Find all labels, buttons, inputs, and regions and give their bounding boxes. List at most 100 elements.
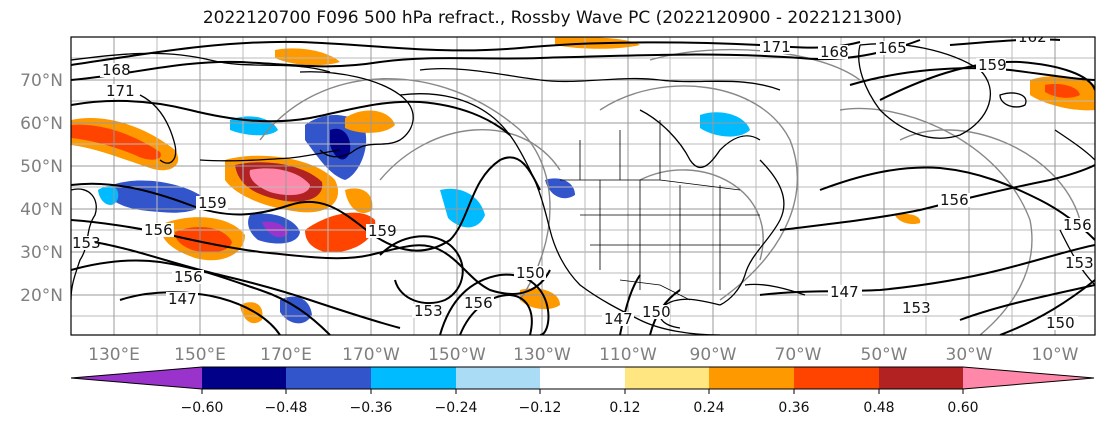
shade-orange-east-pac [345,188,373,214]
contour-label-bg [1016,37,1050,44]
contour-pacific-upper [71,99,511,136]
shade-orange-alaska [345,110,395,133]
contour-label-bg [366,224,396,238]
contour-atlantic-arc [819,166,1095,241]
contour-label-153-west: 153 [72,234,101,252]
contour-147-west [119,291,281,335]
contour-147-mid [619,274,641,335]
contour-label-bg [640,305,670,319]
colorbar-tick-label-neg012: −0.12 [519,400,562,416]
contour-label-bg [1064,256,1094,270]
contour-147-east [759,244,1095,296]
lat-label-50n: 50°N [20,157,63,177]
contour-label-bg [462,296,494,310]
lon-label-110w: 110°W [599,345,657,365]
contour-label-bg [166,292,198,306]
contour-label-bg [100,63,128,77]
contour-label-bg [1062,218,1094,232]
colorbar-segment-2 [286,367,371,389]
coast-cuba [744,283,806,296]
colorbar-tick-label-neg036: −0.36 [350,400,393,416]
ray-arc-3 [599,85,798,301]
shade-orange-mid-atlantic [895,213,921,225]
ray-arc-4 [839,107,1033,335]
lon-label-170e: 170°E [260,345,312,365]
colorbar-tick-label-036: 0.36 [778,400,809,416]
contour-label-162: 162 [1018,28,1047,46]
lon-label-50w: 50°W [861,345,908,365]
coast-hudson [639,109,761,169]
lon-label-130w: 130°W [513,345,571,365]
contour-label-159-east-pac: 159 [368,222,397,240]
colorbar-segment-6 [625,367,709,389]
lon-label-150e: 150°E [174,345,226,365]
colorbar-tick-label-neg024: −0.24 [435,400,478,416]
colorbar-segment-4 [456,367,540,389]
contour-label-156-subtropic: 156 [464,294,493,312]
contour-153 [71,239,401,329]
map-panel: 168 171 168 165 162 159 159 156 153 156 [70,28,1096,336]
map-frame [70,36,1096,336]
lat-label-60n: 60°N [20,114,63,134]
contour-label-156-b: 156 [174,268,203,286]
contour-165 [71,39,921,81]
colorbar-tick-label-012: 0.12 [609,400,640,416]
coast-aleutians [199,149,341,162]
contour-label-bg [142,223,174,237]
contour-label-171-east: 171 [762,38,791,56]
ray-arc-5 [639,169,764,261]
contour-label-bg [976,58,1006,72]
contour-label-bg [412,304,442,318]
contour-label-153-subtropic: 153 [414,302,443,320]
lon-label-150w: 150°W [428,345,486,365]
shade-cyan-west [98,185,119,205]
contour-label-150-east: 150 [1046,314,1075,332]
shade-violet-pac [262,221,288,238]
political-borders [560,120,760,301]
contour-153-east [999,279,1095,335]
coast-arctic-canada [419,68,781,91]
ray-arc-2 [379,129,561,181]
coast-iceland [999,92,1027,108]
contour-label-150-mid: 150 [642,303,671,321]
border-us-mexico [619,279,691,301]
contour-150-east [959,284,1095,321]
contour-162 [949,38,1061,46]
contour-label-165: 165 [878,39,907,57]
shade-orange-arctic [275,48,340,66]
contour-label-bg [514,266,546,280]
contour-pacific-swirl [379,235,464,305]
shade-pink-bering [249,168,310,196]
coast-us-east [719,159,785,306]
colorbar: −0.60 −0.48 −0.36 −0.24 −0.12 0.12 0.24 … [70,366,1095,416]
contour-label-bg [876,41,906,55]
contour-label-168-west: 168 [102,61,131,79]
latitude-axis: 70°N 60°N 50°N 40°N 30°N 20°N [20,71,63,306]
shade-red-nw-pacific [71,124,161,160]
contour-150 [71,259,331,335]
contour-label-159-north: 159 [978,56,1007,74]
contour-159-mid [71,156,541,252]
colorbar-segment-min [71,367,202,389]
contour-label-156: 156 [144,221,173,239]
colorbar-tick-label-060: 0.60 [947,400,978,416]
shaded-anomalies [71,37,1095,324]
lon-label-90w: 90°W [690,345,737,365]
border-provinces [579,120,661,180]
lon-label-170w: 170°W [342,345,400,365]
border-states-1 [599,180,721,290]
lat-label-40n: 40°N [20,200,63,220]
contour-label-153-east: 153 [1065,254,1094,272]
contour-label-bg [196,196,228,210]
shade-blue-canada [545,178,575,199]
contour-label-156-atlantic: 156 [940,191,969,209]
contour-label-bg [828,285,862,299]
contour-label-bg [818,45,848,59]
contour-label-bg [900,301,930,315]
lon-label-10w: 10°W [1032,345,1079,365]
colorbar-segment-3 [371,367,456,389]
map-title: 2022120700 F096 500 hPa refract., Rossby… [202,8,903,28]
contour-label-bg [172,270,204,284]
contour-label-171-west: 171 [106,82,135,100]
